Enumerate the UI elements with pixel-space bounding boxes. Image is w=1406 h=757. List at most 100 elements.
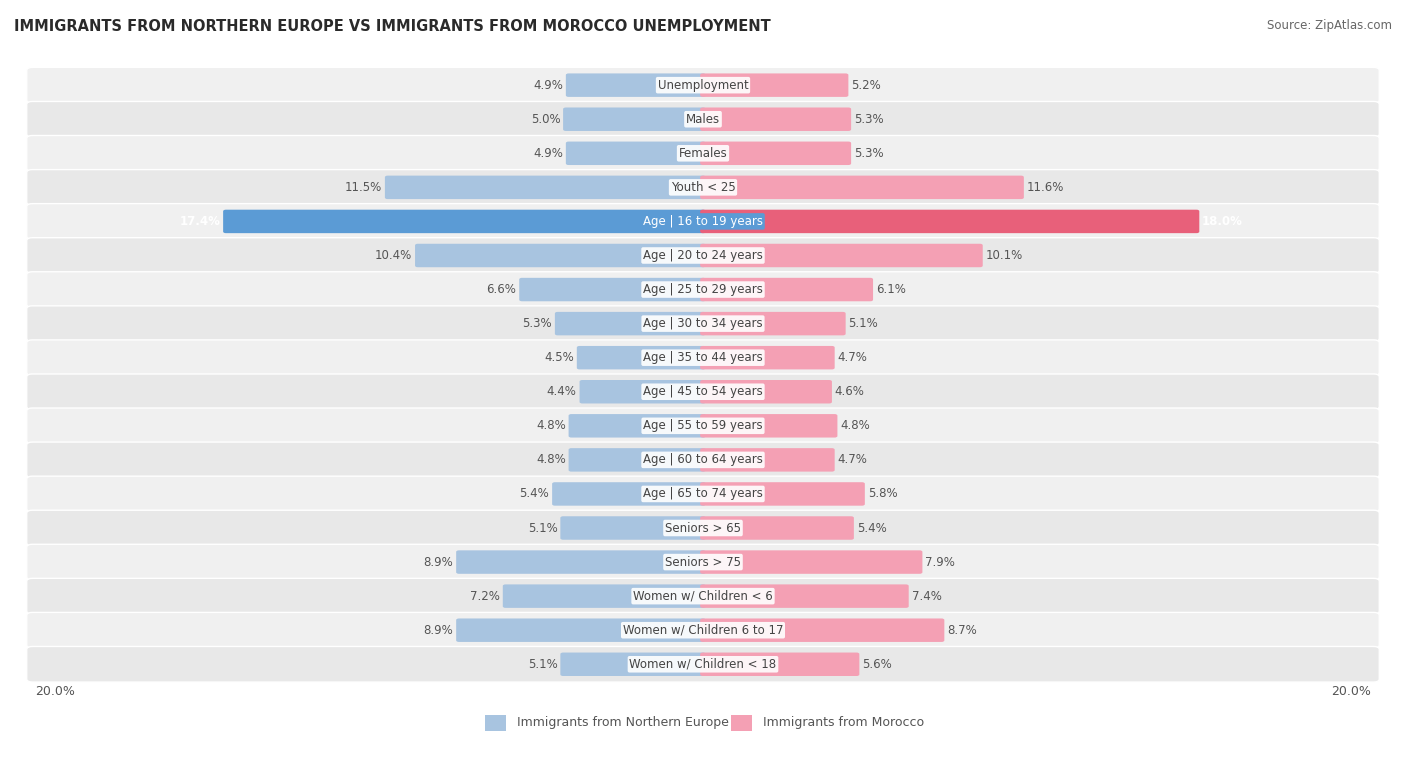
FancyBboxPatch shape (224, 210, 706, 233)
Text: 5.3%: 5.3% (523, 317, 553, 330)
FancyBboxPatch shape (27, 340, 1379, 375)
FancyBboxPatch shape (700, 244, 983, 267)
Text: 4.5%: 4.5% (544, 351, 574, 364)
Text: Immigrants from Northern Europe: Immigrants from Northern Europe (517, 716, 730, 730)
FancyBboxPatch shape (553, 482, 706, 506)
Text: 4.8%: 4.8% (536, 419, 565, 432)
Text: 5.4%: 5.4% (856, 522, 886, 534)
Text: 5.1%: 5.1% (527, 658, 558, 671)
FancyBboxPatch shape (27, 408, 1379, 444)
FancyBboxPatch shape (700, 448, 835, 472)
Text: 8.9%: 8.9% (423, 624, 453, 637)
FancyBboxPatch shape (561, 516, 706, 540)
FancyBboxPatch shape (561, 653, 706, 676)
FancyBboxPatch shape (700, 618, 945, 642)
Text: Age | 16 to 19 years: Age | 16 to 19 years (643, 215, 763, 228)
FancyBboxPatch shape (27, 136, 1379, 171)
FancyBboxPatch shape (555, 312, 706, 335)
Text: 7.2%: 7.2% (470, 590, 501, 603)
FancyBboxPatch shape (568, 414, 706, 438)
Text: Age | 35 to 44 years: Age | 35 to 44 years (643, 351, 763, 364)
Text: Age | 20 to 24 years: Age | 20 to 24 years (643, 249, 763, 262)
Text: 5.1%: 5.1% (527, 522, 558, 534)
Text: 5.6%: 5.6% (862, 658, 891, 671)
Text: 8.7%: 8.7% (948, 624, 977, 637)
FancyBboxPatch shape (700, 176, 1024, 199)
Text: 4.6%: 4.6% (835, 385, 865, 398)
FancyBboxPatch shape (27, 170, 1379, 205)
FancyBboxPatch shape (700, 653, 859, 676)
Text: 10.4%: 10.4% (375, 249, 412, 262)
FancyBboxPatch shape (700, 516, 853, 540)
FancyBboxPatch shape (700, 107, 851, 131)
Text: 20.0%: 20.0% (1331, 685, 1371, 698)
FancyBboxPatch shape (700, 380, 832, 403)
FancyBboxPatch shape (565, 73, 706, 97)
FancyBboxPatch shape (503, 584, 706, 608)
FancyBboxPatch shape (456, 618, 706, 642)
Text: 7.4%: 7.4% (911, 590, 942, 603)
Text: Youth < 25: Youth < 25 (671, 181, 735, 194)
Text: 17.4%: 17.4% (180, 215, 221, 228)
FancyBboxPatch shape (27, 476, 1379, 512)
Text: 20.0%: 20.0% (35, 685, 75, 698)
FancyBboxPatch shape (27, 578, 1379, 614)
FancyBboxPatch shape (700, 550, 922, 574)
Text: Age | 65 to 74 years: Age | 65 to 74 years (643, 488, 763, 500)
FancyBboxPatch shape (27, 374, 1379, 410)
FancyBboxPatch shape (700, 414, 838, 438)
FancyBboxPatch shape (27, 646, 1379, 682)
Text: 11.6%: 11.6% (1026, 181, 1064, 194)
Text: 4.4%: 4.4% (547, 385, 576, 398)
Text: 4.8%: 4.8% (536, 453, 565, 466)
FancyBboxPatch shape (27, 272, 1379, 307)
FancyBboxPatch shape (27, 612, 1379, 648)
Text: Age | 60 to 64 years: Age | 60 to 64 years (643, 453, 763, 466)
FancyBboxPatch shape (700, 482, 865, 506)
Text: Age | 55 to 59 years: Age | 55 to 59 years (643, 419, 763, 432)
Text: 5.4%: 5.4% (520, 488, 550, 500)
FancyBboxPatch shape (731, 715, 752, 731)
FancyBboxPatch shape (415, 244, 706, 267)
Text: 5.3%: 5.3% (853, 113, 883, 126)
FancyBboxPatch shape (27, 238, 1379, 273)
FancyBboxPatch shape (568, 448, 706, 472)
Text: 6.6%: 6.6% (486, 283, 516, 296)
Text: 4.9%: 4.9% (533, 79, 562, 92)
FancyBboxPatch shape (27, 101, 1379, 137)
Text: 5.2%: 5.2% (851, 79, 882, 92)
Text: Age | 45 to 54 years: Age | 45 to 54 years (643, 385, 763, 398)
Text: 4.7%: 4.7% (838, 351, 868, 364)
Text: 4.7%: 4.7% (838, 453, 868, 466)
Text: 6.1%: 6.1% (876, 283, 905, 296)
FancyBboxPatch shape (385, 176, 706, 199)
Text: 11.5%: 11.5% (344, 181, 382, 194)
Text: Women w/ Children < 6: Women w/ Children < 6 (633, 590, 773, 603)
Text: 5.3%: 5.3% (853, 147, 883, 160)
FancyBboxPatch shape (700, 584, 908, 608)
Text: Immigrants from Morocco: Immigrants from Morocco (763, 716, 925, 730)
Text: Women w/ Children 6 to 17: Women w/ Children 6 to 17 (623, 624, 783, 637)
FancyBboxPatch shape (27, 67, 1379, 103)
Text: Unemployment: Unemployment (658, 79, 748, 92)
FancyBboxPatch shape (27, 544, 1379, 580)
Text: Males: Males (686, 113, 720, 126)
FancyBboxPatch shape (700, 210, 1199, 233)
FancyBboxPatch shape (485, 715, 506, 731)
FancyBboxPatch shape (456, 550, 706, 574)
Text: 5.8%: 5.8% (868, 488, 897, 500)
FancyBboxPatch shape (27, 306, 1379, 341)
Text: 4.8%: 4.8% (841, 419, 870, 432)
Text: 5.1%: 5.1% (848, 317, 879, 330)
FancyBboxPatch shape (562, 107, 706, 131)
Text: 4.9%: 4.9% (533, 147, 562, 160)
FancyBboxPatch shape (27, 204, 1379, 239)
FancyBboxPatch shape (579, 380, 706, 403)
FancyBboxPatch shape (576, 346, 706, 369)
FancyBboxPatch shape (27, 442, 1379, 478)
Text: Source: ZipAtlas.com: Source: ZipAtlas.com (1267, 19, 1392, 32)
FancyBboxPatch shape (565, 142, 706, 165)
Text: Females: Females (679, 147, 727, 160)
Text: Women w/ Children < 18: Women w/ Children < 18 (630, 658, 776, 671)
Text: Seniors > 65: Seniors > 65 (665, 522, 741, 534)
